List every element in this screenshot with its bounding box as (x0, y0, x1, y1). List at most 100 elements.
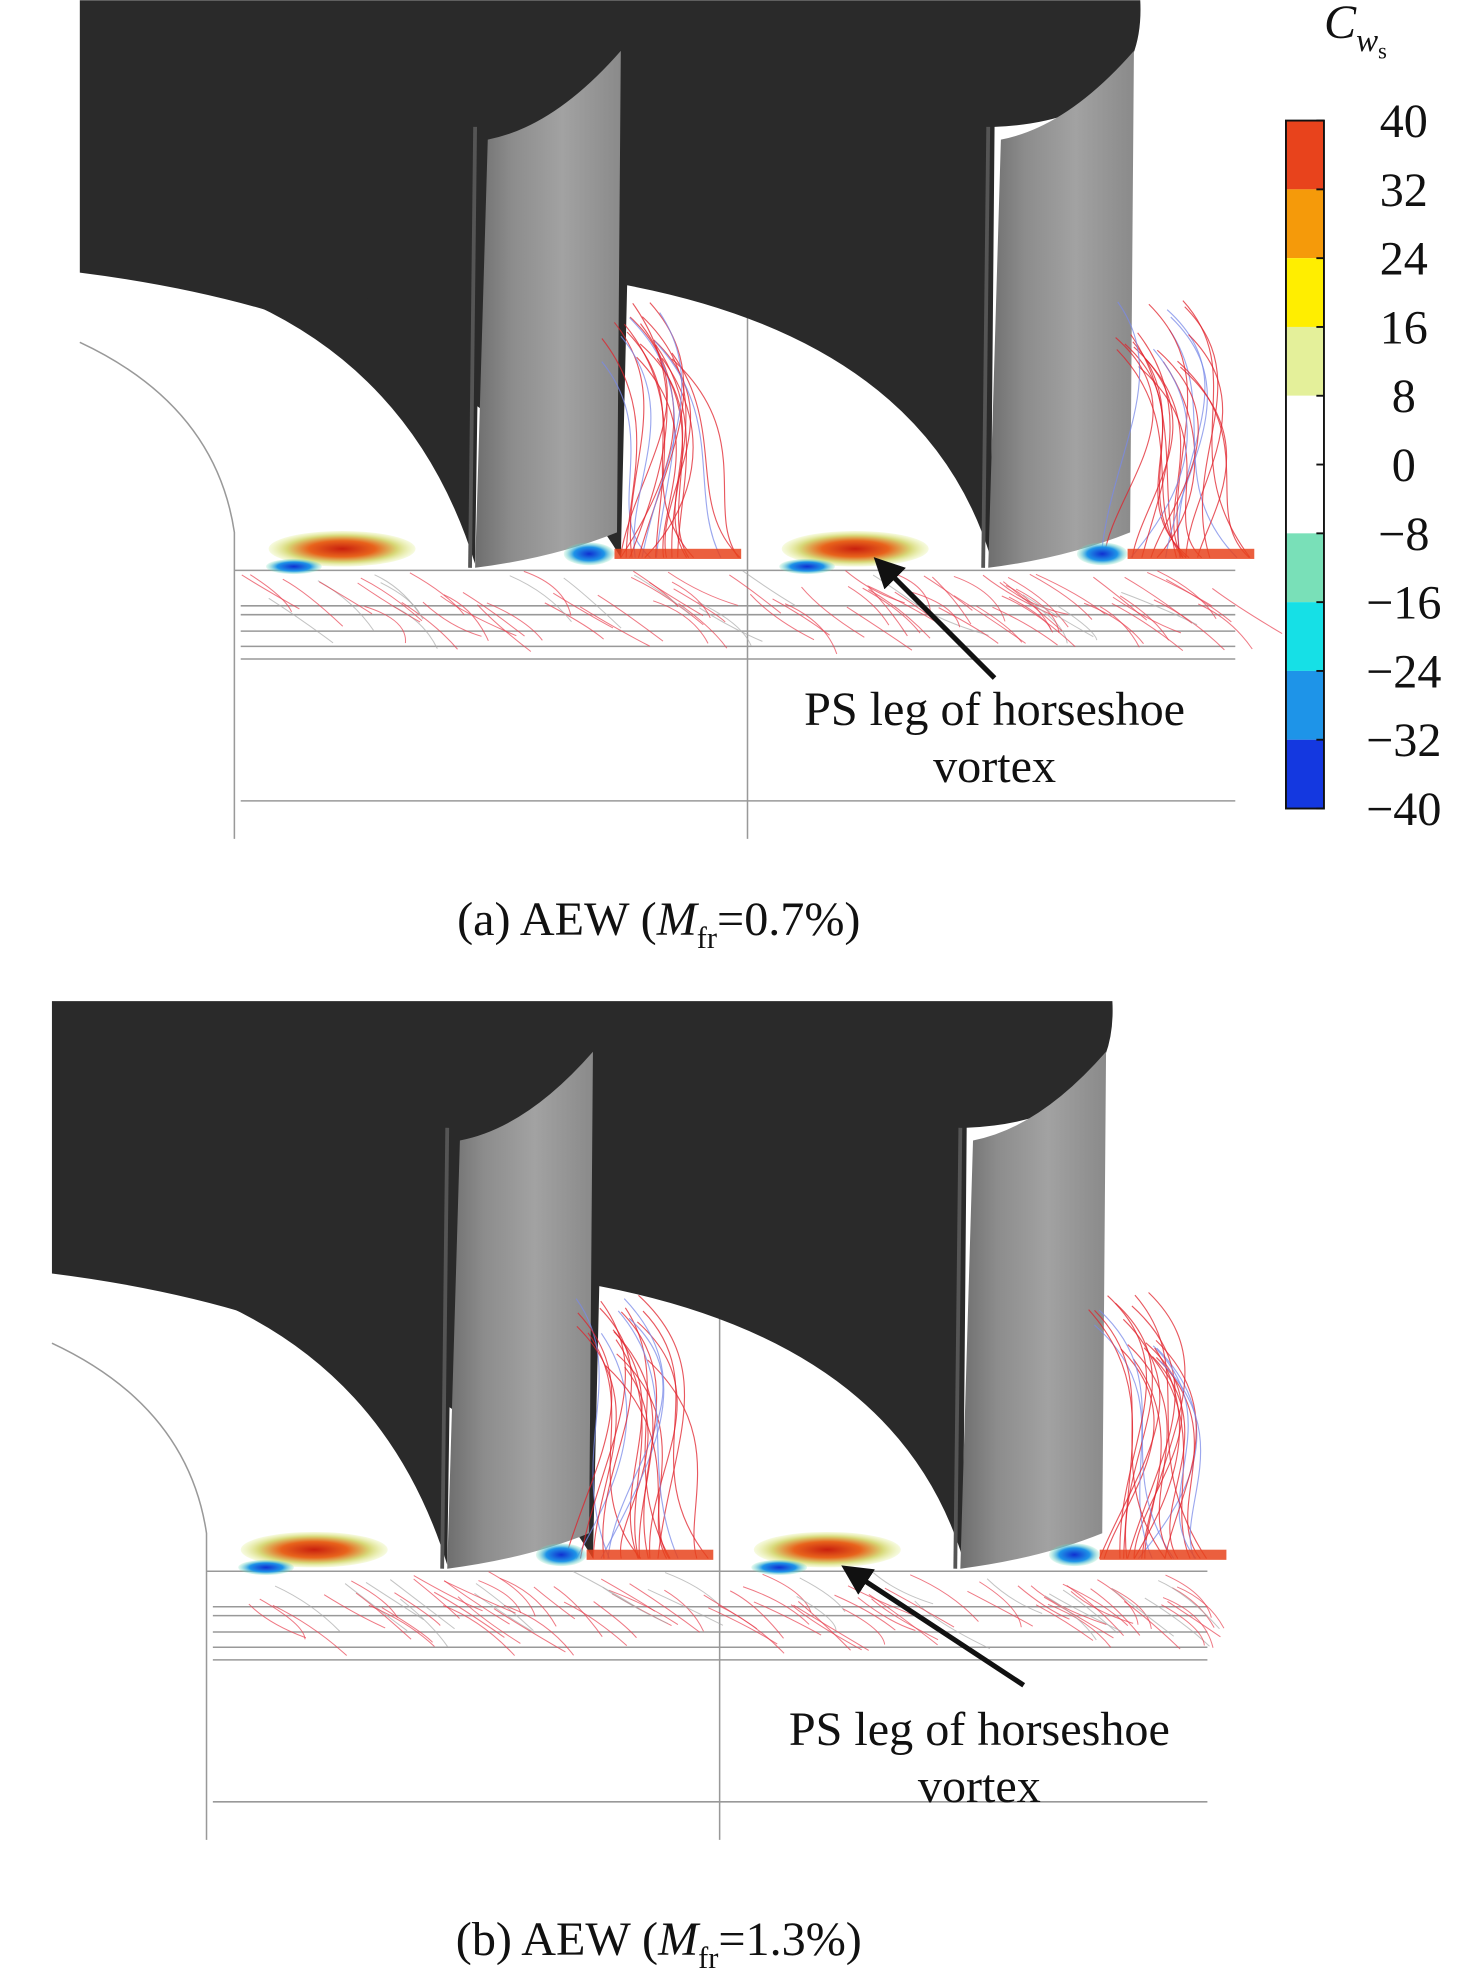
colorbar-tick-label: 40 (1380, 95, 1428, 148)
streamline (259, 1598, 306, 1640)
colorbar: Cws 40 32 24 16 8 0 −8 −16 −24 −32 −40 (1285, 0, 1441, 836)
streamline (999, 582, 1069, 615)
colorbar-segment (1285, 395, 1324, 465)
caption: (b) AEW (Mfr=1.3%) (456, 1913, 862, 1975)
streamline (1185, 334, 1224, 558)
streamline (667, 571, 739, 606)
streamline (477, 604, 532, 652)
streamline (563, 1601, 628, 1646)
streamline (1055, 604, 1098, 641)
blade-edge (440, 1127, 450, 1569)
vortex-contour (535, 1543, 587, 1567)
streamline (1133, 1347, 1181, 1559)
vortex-contour (1127, 548, 1255, 559)
colorbar-tick-label: −40 (1366, 783, 1441, 836)
streamline (664, 1589, 704, 1632)
streamline (394, 1592, 441, 1626)
streamline (1177, 360, 1250, 559)
streamline (641, 312, 683, 558)
streamline (912, 591, 961, 628)
streamline (1094, 1324, 1153, 1559)
streamline (600, 1578, 656, 1612)
streamline (620, 335, 652, 558)
vortex-contour (614, 548, 742, 559)
streamline (443, 1580, 516, 1614)
streamline (931, 576, 972, 625)
streamline (868, 586, 908, 637)
streamline (576, 1325, 617, 1559)
streamline (544, 602, 604, 640)
streamline (1043, 1596, 1114, 1639)
streamline (953, 595, 1026, 644)
streamline (796, 1595, 837, 1631)
streamline (1062, 1589, 1118, 1634)
streamline (624, 1307, 671, 1559)
annotation: PS leg of horseshoe (789, 1703, 1170, 1756)
streamline (1153, 599, 1225, 651)
streamline (360, 577, 423, 622)
streamline (986, 1578, 1043, 1614)
streamline (600, 1298, 665, 1559)
streamline (834, 1594, 896, 1631)
streamline (846, 606, 913, 651)
streamline (1176, 1586, 1225, 1629)
streamline (867, 585, 938, 624)
streamline (1021, 597, 1068, 644)
streamline (381, 1607, 433, 1643)
streamline (647, 1588, 724, 1626)
streamline (1007, 576, 1069, 628)
colorbar-segment (1285, 258, 1324, 327)
streamline (847, 585, 890, 626)
streamline (597, 594, 664, 642)
streamline (1134, 1294, 1208, 1559)
streamline (862, 587, 921, 634)
streamline (1138, 366, 1203, 559)
annotation-arrow (841, 1565, 1026, 1688)
streamline (976, 605, 1023, 643)
streamline (653, 340, 722, 558)
colorbar-tick-label: 16 (1380, 301, 1428, 354)
streamline (1161, 1604, 1205, 1646)
streamline (620, 323, 675, 558)
annotation: vortex (933, 740, 1056, 793)
streamline (433, 1591, 505, 1638)
colorbar-tick-label: 8 (1392, 370, 1416, 423)
colorbar-tick-label: −24 (1366, 645, 1441, 698)
streamline (1150, 349, 1199, 558)
panel (51, 1001, 1227, 1840)
streamline (1165, 316, 1208, 558)
streamline (742, 1586, 810, 1625)
streamline (923, 575, 973, 611)
vortex-contour (1099, 1549, 1227, 1560)
streamline (1093, 576, 1148, 621)
streamline (413, 1578, 460, 1619)
streamline (673, 588, 726, 623)
colorbar-tick-label: 0 (1392, 439, 1416, 492)
colorbar-segment (1285, 120, 1324, 190)
streamline (575, 1332, 628, 1559)
streamline (1212, 588, 1283, 635)
streamline (355, 1592, 412, 1640)
streamline (982, 574, 1058, 618)
streamline (579, 1300, 626, 1559)
blade-surface (988, 50, 1134, 568)
streamline (249, 574, 293, 613)
streamline (344, 1583, 408, 1632)
streamline (1126, 1305, 1176, 1559)
streamline (579, 606, 650, 647)
domain-outline (51, 1305, 1208, 1840)
streamline (1029, 573, 1093, 620)
colorbar-segment (1285, 739, 1324, 809)
streamline (608, 1589, 679, 1626)
streamline (401, 602, 458, 650)
streamline (699, 607, 763, 642)
streamline (599, 1307, 633, 1559)
vortex-contour (563, 542, 615, 566)
streamline (1017, 1585, 1070, 1620)
streamline (1159, 1360, 1202, 1559)
streamline (1035, 1604, 1094, 1641)
streamline (629, 302, 668, 558)
streamline (1119, 595, 1170, 641)
streamline (374, 574, 424, 620)
